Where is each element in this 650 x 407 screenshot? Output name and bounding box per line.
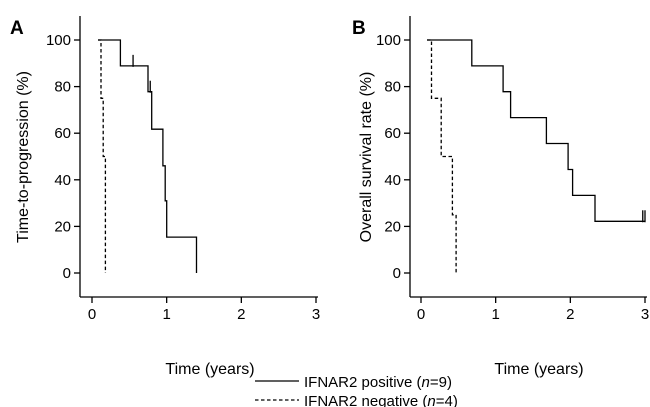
legend-negative-n: n [427,393,435,407]
x-tick-label-a: 1 [162,306,170,323]
x-tick-label-b: 0 [417,306,425,323]
legend-entry-positive: IFNAR2 positive (n=9) [304,374,452,391]
series-positive-curve-a [98,39,198,273]
y-tick-label-b: 100 [376,32,401,49]
legend-positive-n: n [422,374,430,391]
series-positive-curve-b [427,39,645,222]
legend: IFNAR2 positive (n=9) IFNAR2 negative (n… [255,374,458,407]
legend-positive-suffix: =9) [430,374,452,391]
y-tick-label-b: 20 [384,218,401,235]
y-tick-label-b: 80 [384,79,401,96]
y-tick-label-a: 0 [63,265,71,282]
legend-negative-prefix: IFNAR2 negative ( [304,393,427,407]
y-tick-label-a: 100 [46,32,71,49]
legend-positive-prefix: IFNAR2 positive ( [304,374,422,391]
x-tick-label-a: 2 [237,306,245,323]
y-axis-label-b: Overall survival rate (%) [358,72,375,243]
x-tick-label-b: 2 [566,306,574,323]
x-tick-label-a: 0 [88,306,96,323]
x-tick-label-a: 3 [312,306,320,323]
y-tick-label-a: 60 [54,125,71,142]
legend-negative-suffix: =4) [436,393,458,407]
panel-letter-a: A [10,18,24,39]
panel-letter-b: B [352,18,366,39]
x-axis-label-b: Time (years) [494,361,583,378]
x-tick-label-b: 3 [641,306,649,323]
panel-a: A Time (years) Time-to-progression (%) 0… [10,16,320,378]
y-tick-label-a: 80 [54,79,71,96]
series-negative-curve-a [98,39,107,273]
y-tick-label-a: 40 [54,172,71,189]
panel-b: B Time (years) Overall survival rate (%)… [352,16,649,378]
y-tick-label-a: 20 [54,218,71,235]
series-negative-curve-b [427,39,457,273]
y-axis-label-a: Time-to-progression (%) [15,71,32,243]
x-tick-label-b: 1 [491,306,499,323]
y-tick-label-b: 40 [384,172,401,189]
legend-entry-negative: IFNAR2 negative (n=4) [304,393,458,407]
y-tick-label-b: 0 [393,265,401,282]
x-axis-label-a: Time (years) [165,361,254,378]
y-tick-label-b: 60 [384,125,401,142]
